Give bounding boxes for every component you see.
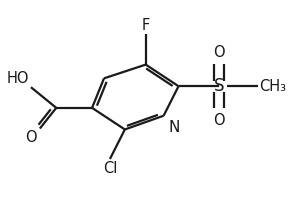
- Text: Cl: Cl: [103, 161, 117, 176]
- Text: HO: HO: [7, 71, 29, 86]
- Text: O: O: [25, 130, 37, 146]
- Text: N: N: [169, 120, 180, 135]
- Text: F: F: [142, 18, 150, 32]
- Text: S: S: [214, 77, 224, 95]
- Text: CH₃: CH₃: [259, 79, 286, 94]
- Text: O: O: [213, 45, 225, 60]
- Text: O: O: [213, 113, 225, 128]
